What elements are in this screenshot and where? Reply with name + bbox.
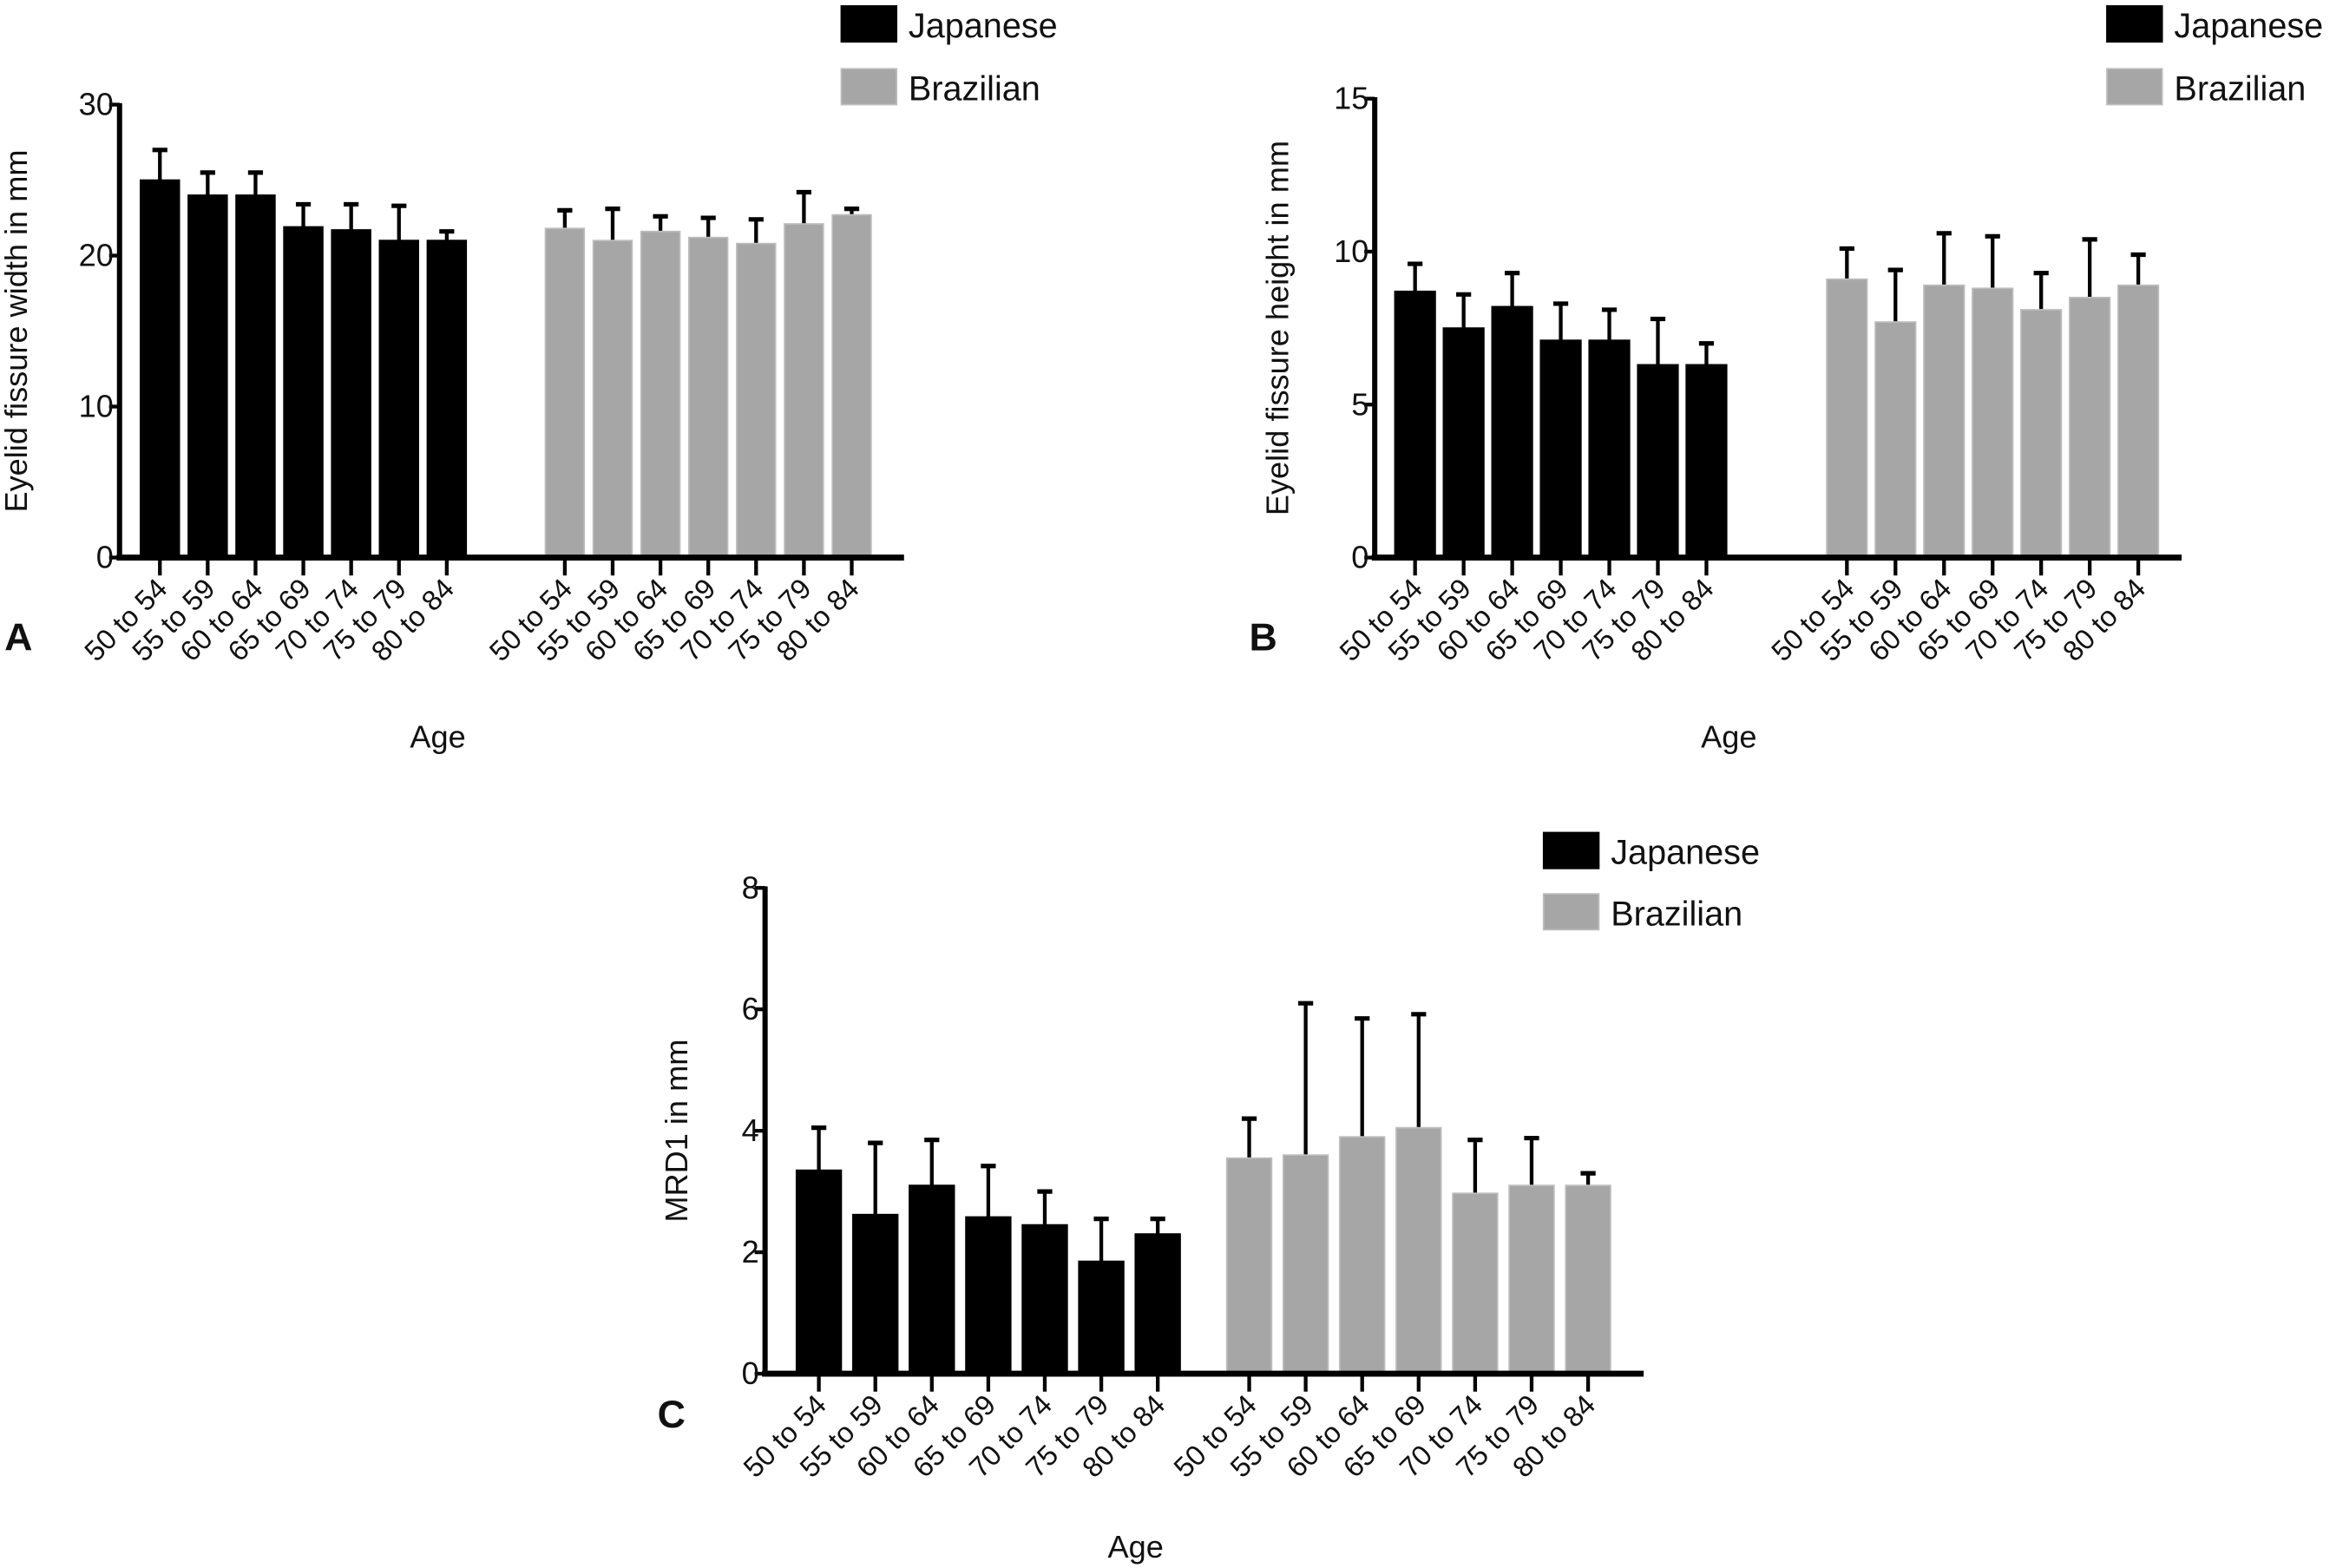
bar xyxy=(283,226,324,559)
x-axis-title: Age xyxy=(1108,1529,1164,1565)
bar xyxy=(1508,1184,1555,1374)
legend-swatch-japanese xyxy=(1542,831,1600,869)
y-tick-label: 0 xyxy=(1351,540,1368,575)
y-tick-label: 6 xyxy=(742,991,759,1027)
legend-label-japanese: Japanese xyxy=(2174,7,2323,45)
bar xyxy=(1394,290,1436,559)
bar xyxy=(736,242,777,559)
panel-label: A xyxy=(4,615,32,659)
bar xyxy=(640,230,681,559)
legend-label-brazilian: Brazilian xyxy=(2174,69,2306,108)
bar xyxy=(2117,284,2160,559)
y-tick-label: 0 xyxy=(96,540,114,575)
bar xyxy=(852,1213,899,1374)
bar xyxy=(1637,364,1679,559)
bar xyxy=(965,1216,1012,1374)
y-axis-title: MRD1 in mm xyxy=(659,1040,694,1223)
bar xyxy=(378,239,420,559)
legend-swatch-brazilian xyxy=(2106,68,2163,106)
y-axis-title: Eyelid fissure width in mm xyxy=(0,150,34,513)
bar xyxy=(187,194,228,559)
bar xyxy=(140,179,180,559)
bar xyxy=(1395,1126,1442,1374)
legend-swatch-brazilian xyxy=(840,68,898,106)
bar xyxy=(831,213,872,559)
y-tick-label: 4 xyxy=(742,1112,759,1148)
legend-swatch-japanese xyxy=(2106,5,2163,43)
bar xyxy=(1972,287,2014,559)
bar xyxy=(1339,1136,1386,1374)
bar xyxy=(2020,309,2063,559)
bar xyxy=(784,223,824,559)
y-tick-label: 5 xyxy=(1351,386,1368,422)
legend-swatch-japanese xyxy=(840,5,898,43)
bar xyxy=(1442,327,1485,559)
bar xyxy=(1491,305,1533,559)
legend-label-japanese: Japanese xyxy=(909,7,1058,45)
x-axis-title: Age xyxy=(1701,718,1756,754)
y-tick-label: 10 xyxy=(79,389,114,424)
bar xyxy=(1452,1192,1499,1374)
y-tick-label: 30 xyxy=(79,87,114,122)
panel-label: B xyxy=(1250,615,1277,659)
legend-label-brazilian: Brazilian xyxy=(1611,895,1742,933)
bar xyxy=(235,194,276,559)
bar xyxy=(1826,278,1868,559)
y-tick-label: 10 xyxy=(1334,233,1368,269)
bar xyxy=(687,236,729,559)
bar xyxy=(426,239,468,559)
bar xyxy=(2069,296,2111,559)
bar xyxy=(1539,339,1582,559)
y-tick-label: 8 xyxy=(742,869,759,905)
bar xyxy=(1134,1233,1181,1374)
y-axis-title: Eyelid fissure height in mm xyxy=(1259,141,1295,515)
legend-label-japanese: Japanese xyxy=(1611,834,1760,872)
bar xyxy=(1588,339,1631,559)
y-tick-label: 15 xyxy=(1334,81,1368,116)
bar xyxy=(909,1184,955,1374)
bar xyxy=(1282,1154,1329,1374)
bar xyxy=(1021,1224,1068,1374)
bar xyxy=(331,229,371,559)
bar xyxy=(592,239,633,559)
bar xyxy=(1923,284,1966,559)
y-tick-label: 20 xyxy=(79,238,114,273)
legend-label-brazilian: Brazilian xyxy=(909,69,1040,108)
bar xyxy=(544,227,586,559)
bar xyxy=(1685,364,1728,559)
x-axis-title: Age xyxy=(410,718,465,754)
legend-swatch-brazilian xyxy=(1542,893,1600,931)
y-tick-label: 2 xyxy=(742,1234,759,1269)
y-tick-label: 0 xyxy=(742,1355,759,1391)
bar xyxy=(1565,1184,1611,1374)
bar xyxy=(795,1169,843,1374)
bar xyxy=(1874,321,1917,559)
panel-label: C xyxy=(658,1393,686,1436)
bar xyxy=(1225,1157,1273,1374)
bar xyxy=(1078,1260,1125,1374)
